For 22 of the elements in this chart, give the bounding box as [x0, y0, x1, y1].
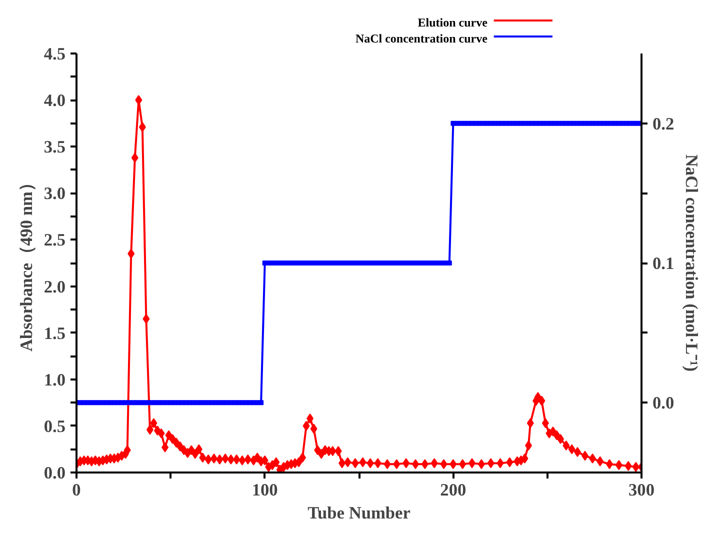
y-tick-label: 4.0	[44, 91, 66, 110]
y-tick-label: 2.0	[44, 277, 66, 296]
x-tick-label: 300	[628, 480, 655, 500]
y-tick-label: 1.0	[44, 370, 66, 390]
y-tick-label: 2.5	[44, 230, 66, 250]
y2-tick-label: 0.1	[652, 254, 674, 273]
x-tick-label: 200	[440, 480, 466, 500]
y-tick-label: 0.0	[44, 464, 66, 482]
y-tick-label: 0.5	[44, 416, 66, 436]
x-tick-label: 100	[252, 480, 278, 500]
legend-label: NaCl concentration curve	[355, 32, 488, 46]
y2-axis-title: NaCl concentration (mol·L⁻¹)	[682, 154, 702, 372]
y-tick-label: 1.5	[44, 324, 66, 343]
x-tick-label: 0	[72, 480, 81, 500]
x-axis-title: Tube Number	[308, 504, 411, 522]
y-axis-title: Absorbance（490 nm）	[16, 174, 36, 352]
y-tick-label: 3.0	[44, 184, 66, 204]
y-tick-label: 4.5	[44, 44, 66, 64]
y2-tick-label: 0.0	[652, 394, 674, 413]
y-tick-label: 3.5	[44, 138, 66, 157]
legend-label: Elution curve	[418, 16, 488, 30]
y2-tick-label: 0.2	[652, 114, 674, 134]
